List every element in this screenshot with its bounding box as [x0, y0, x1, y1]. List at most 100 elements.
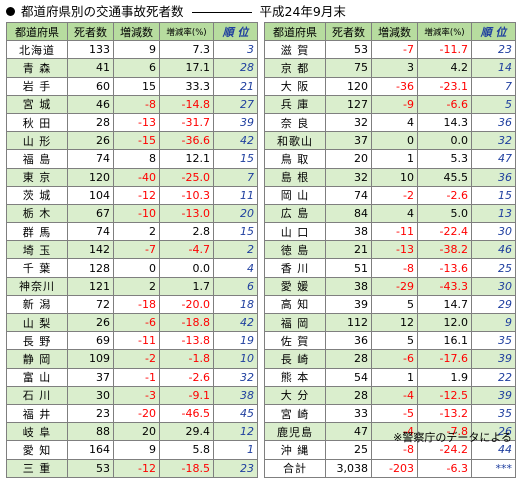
total-change: -203 [371, 458, 418, 478]
total-rank: *** [471, 458, 516, 478]
right-fatality-table: 都道府県 死者数 増減数 増減率(%) 順 位滋 賀 53 -7 -11.7 23 京 都 75 3 4… [264, 21, 516, 478]
prefecture-name: 宮 崎 [264, 403, 326, 424]
death-count: 75 [325, 58, 372, 78]
death-count: 74 [325, 185, 372, 205]
header-deaths: 死者数 [325, 21, 372, 42]
death-count: 69 [67, 331, 114, 351]
change-count: 10 [371, 167, 418, 187]
table-row: 福 岡 112 12 12.0 9 [264, 312, 516, 333]
death-count: 30 [67, 385, 114, 405]
change-rate: 2.8 [159, 222, 214, 242]
prefecture-name: 新 潟 [6, 294, 68, 315]
change-count: -4 [371, 422, 418, 442]
prefecture-name: 島 根 [264, 167, 326, 187]
rank-value: 2 [213, 240, 258, 260]
rank-value: 30 [471, 222, 516, 242]
change-count: -11 [371, 222, 418, 242]
table-row: 岩 手 60 15 33.3 21 [6, 76, 258, 96]
change-count: 9 [113, 40, 160, 60]
change-rate: -7.8 [417, 422, 472, 442]
header-prefecture: 都道府県 [6, 21, 68, 42]
page-title: 都道府県別の交通事故死者数 平成24年9月末 [6, 3, 346, 21]
table-row: 秋 田 28 -13 -31.7 39 [6, 112, 258, 133]
change-count: -40 [113, 167, 160, 187]
prefecture-name: 沖 縄 [264, 440, 326, 460]
change-rate: 4.2 [417, 58, 472, 78]
rank-value: 47 [471, 149, 516, 169]
change-rate: 17.1 [159, 58, 214, 78]
rank-value: 32 [471, 131, 516, 151]
header-change: 増減数 [371, 21, 418, 42]
change-rate: 12.0 [417, 312, 472, 333]
change-rate: -13.0 [159, 203, 214, 224]
change-count: 5 [371, 331, 418, 351]
table-row: 三 重 53 -12 -18.5 23 [6, 458, 258, 478]
table-row: 愛 媛 38 -29 -43.3 30 [264, 276, 516, 296]
change-count: -2 [371, 185, 418, 205]
change-rate: -23.1 [417, 76, 472, 96]
prefecture-name: 栃 木 [6, 203, 68, 224]
death-count: 36 [325, 331, 372, 351]
change-rate: 0.0 [417, 131, 472, 151]
table-row: 宮 城 46 -8 -14.8 27 [6, 94, 258, 114]
change-count: -7 [113, 240, 160, 260]
change-rate: -9.1 [159, 385, 214, 405]
table-row: 山 形 26 -15 -36.6 42 [6, 131, 258, 151]
change-count: -29 [371, 276, 418, 296]
death-count: 164 [67, 440, 114, 460]
prefecture-name: 青 森 [6, 58, 68, 78]
traffic-fatalities-panel: 都道府県別の交通事故死者数 平成24年9月末 都道府県 死者数 増減数 増減率(%) 順 … [6, 3, 516, 478]
header-rate: 増減率(%) [159, 21, 214, 42]
change-count: 4 [371, 203, 418, 224]
rank-value: 45 [213, 403, 258, 424]
rank-value: 39 [471, 349, 516, 369]
change-count: -2 [113, 349, 160, 369]
header-rank: 順 位 [213, 21, 258, 42]
death-count: 121 [67, 276, 114, 296]
table-row: 神奈川 121 2 1.7 6 [6, 276, 258, 296]
table-row: 広 島 84 4 5.0 13 [264, 203, 516, 224]
change-rate: -11.7 [417, 40, 472, 60]
death-count: 46 [67, 94, 114, 114]
death-count: 53 [67, 458, 114, 478]
rank-value: 1 [213, 440, 258, 460]
table-row: 鹿児島 47 -4 -7.8 26 [264, 422, 516, 442]
change-rate: -20.0 [159, 294, 214, 315]
prefecture-name: 宮 城 [6, 94, 68, 114]
prefecture-name: 香 川 [264, 258, 326, 278]
rank-value: 12 [213, 422, 258, 442]
header-change: 増減数 [113, 21, 160, 42]
death-count: 26 [67, 131, 114, 151]
change-rate: 33.3 [159, 76, 214, 96]
change-rate: -18.5 [159, 458, 214, 478]
death-count: 127 [325, 94, 372, 114]
table-row: 京 都 75 3 4.2 14 [264, 58, 516, 78]
change-rate: -43.3 [417, 276, 472, 296]
change-rate: 1.7 [159, 276, 214, 296]
death-count: 104 [67, 185, 114, 205]
prefecture-name: 広 島 [264, 203, 326, 224]
rank-value: 29 [471, 294, 516, 315]
death-count: 84 [325, 203, 372, 224]
change-count: 9 [113, 440, 160, 460]
change-count: -6 [371, 349, 418, 369]
rank-value: 15 [213, 149, 258, 169]
death-count: 38 [325, 222, 372, 242]
table-row: 静 岡 109 -2 -1.8 10 [6, 349, 258, 369]
prefecture-name: 静 岡 [6, 349, 68, 369]
change-rate: 7.3 [159, 40, 214, 60]
rank-value: 28 [213, 58, 258, 78]
death-count: 33 [325, 403, 372, 424]
rank-value: 30 [471, 276, 516, 296]
change-count: -3 [113, 385, 160, 405]
change-rate: -10.3 [159, 185, 214, 205]
prefecture-name: 岩 手 [6, 76, 68, 96]
death-count: 37 [325, 131, 372, 151]
prefecture-name: 三 重 [6, 458, 68, 478]
prefecture-name: 山 口 [264, 222, 326, 242]
rank-value: 13 [471, 203, 516, 224]
death-count: 32 [325, 112, 372, 133]
death-count: 112 [325, 312, 372, 333]
rank-value: 4 [213, 258, 258, 278]
change-count: -15 [113, 131, 160, 151]
